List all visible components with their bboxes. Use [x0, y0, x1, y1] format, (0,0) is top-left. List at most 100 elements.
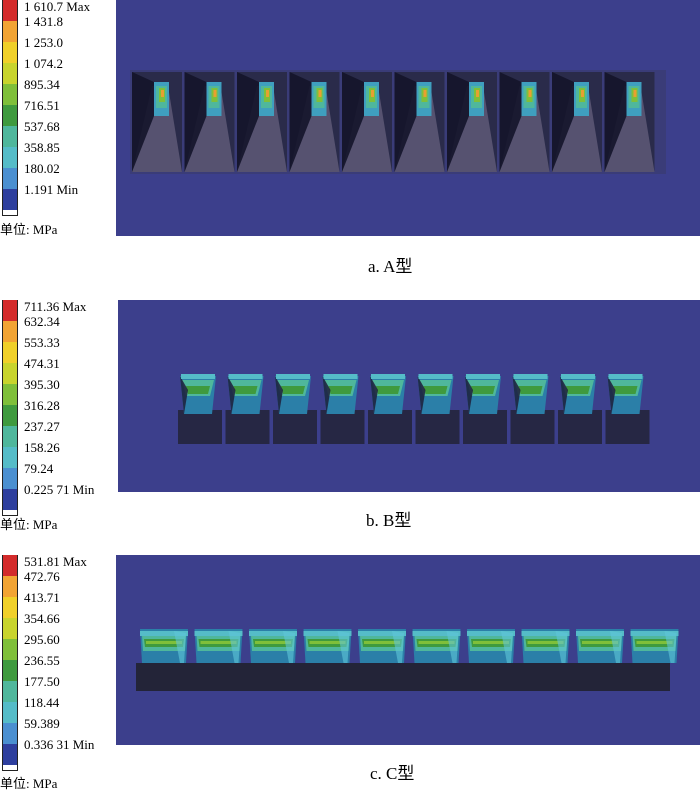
legend-label: 1 253.0 — [24, 35, 63, 50]
block-b — [178, 374, 222, 444]
stress-plot-a — [116, 0, 700, 236]
legend-label: 118.44 — [24, 695, 60, 710]
block-c — [521, 629, 570, 663]
block-b — [463, 374, 507, 444]
block-b — [605, 374, 650, 444]
legend-label: 59.389 — [24, 716, 60, 731]
legend-label: 531.81 Max — [24, 554, 87, 569]
legend-label: 1 431.8 — [24, 14, 63, 29]
legend-row: 895.34 — [0, 77, 118, 105]
block-b — [415, 374, 460, 444]
legend-row: 0.336 31 Min — [0, 737, 118, 765]
legend-row: 158.26 — [0, 440, 118, 468]
panel-c: 531.81 Max 472.76 413.71 354.66 295.60 2… — [0, 554, 700, 792]
legend-row: 59.389 — [0, 716, 118, 744]
block-c — [412, 629, 461, 663]
legend-row: 295.60 — [0, 632, 118, 660]
block-a — [394, 72, 445, 172]
legend-row: 237.27 — [0, 419, 118, 447]
legend-row: 711.36 Max — [0, 299, 118, 321]
legend-label: 1.191 Min — [24, 182, 79, 197]
legend-row: 1.191 Min — [0, 182, 118, 210]
legend-row: 531.81 Max — [0, 554, 118, 576]
block-c — [249, 629, 297, 663]
legend-row: 1 253.0 — [0, 35, 118, 63]
block-b — [368, 374, 412, 444]
legend-row: 118.44 — [0, 695, 118, 723]
legend-row — [0, 510, 118, 516]
block-a — [447, 72, 497, 172]
blocks-a — [130, 70, 666, 174]
block-c — [630, 629, 679, 663]
caption-a: a. A型 — [368, 257, 413, 276]
legend-row: 413.71 — [0, 590, 118, 618]
block-a — [184, 72, 235, 172]
legend-row: 474.31 — [0, 356, 118, 384]
legend-label: 180.02 — [24, 161, 60, 176]
legend-row: 1 074.2 — [0, 56, 118, 84]
legend-row: 358.85 — [0, 140, 118, 168]
legend-label: 295.60 — [24, 632, 60, 647]
block-a — [289, 72, 340, 172]
legend-row: 1 431.8 — [0, 14, 118, 42]
legend-label: 237.27 — [24, 419, 60, 434]
block-c — [467, 629, 515, 663]
legend-row: 537.68 — [0, 119, 118, 147]
legend-label: 537.68 — [24, 119, 60, 134]
block-c — [140, 629, 188, 663]
legend-label: 472.76 — [24, 569, 60, 584]
legend-row: 79.24 — [0, 461, 118, 489]
legend-label: 158.26 — [24, 440, 60, 455]
stress-plot-b — [118, 300, 700, 492]
legend-row: 177.50 — [0, 674, 118, 702]
stress-plot-c — [116, 555, 700, 745]
legend-label: 177.50 — [24, 674, 60, 689]
block-a — [499, 72, 550, 172]
legend-row: 180.02 — [0, 161, 118, 189]
legend-label: 395.30 — [24, 377, 60, 392]
legend-row: 316.28 — [0, 398, 118, 426]
block-a — [237, 72, 287, 172]
block-c — [358, 629, 406, 663]
legend-label: 711.36 Max — [24, 299, 87, 314]
legend-label: 895.34 — [24, 77, 60, 92]
blocks-b — [178, 374, 650, 444]
block-b — [320, 374, 365, 444]
blocks-c — [136, 629, 679, 691]
block-b — [225, 374, 270, 444]
block-a — [132, 72, 182, 172]
legend-label: 632.34 — [24, 314, 60, 329]
legend-row: 395.30 — [0, 377, 118, 405]
block-a — [342, 72, 392, 172]
legend-label: 236.55 — [24, 653, 60, 668]
legend-label: 316.28 — [24, 398, 60, 413]
block-a — [604, 72, 655, 172]
block-c — [303, 629, 352, 663]
legend-row: 632.34 — [0, 314, 118, 342]
block-c — [576, 629, 624, 663]
legend-label: 1 074.2 — [24, 56, 63, 71]
legend-row: 236.55 — [0, 653, 118, 681]
panel-a: 1 610.7 Max 1 431.8 1 253.0 1 074.2 895.… — [0, 0, 700, 276]
legend-label: 358.85 — [24, 140, 60, 155]
caption-c: c. C型 — [370, 764, 415, 783]
legend-label: 716.51 — [24, 98, 60, 113]
legend-label: 0.225 71 Min — [24, 482, 95, 497]
legend-row — [0, 210, 118, 216]
legend-row: 472.76 — [0, 569, 118, 597]
legend-label: 1 610.7 Max — [24, 0, 91, 14]
block-b — [273, 374, 317, 444]
block-a — [552, 72, 602, 172]
panel-b: 711.36 Max 632.34 553.33 474.31 395.30 3… — [0, 299, 700, 532]
block-b — [558, 374, 602, 444]
unit-label: 单位: MPa — [0, 222, 58, 237]
legend-label: 474.31 — [24, 356, 60, 371]
legend-row: 553.33 — [0, 335, 118, 363]
legend-label: 79.24 — [24, 461, 54, 476]
legend-row — [0, 765, 118, 771]
legend-label: 0.336 31 Min — [24, 737, 95, 752]
unit-label: 单位: MPa — [0, 776, 58, 791]
legend-row: 0.225 71 Min — [0, 482, 118, 510]
unit-label: 单位: MPa — [0, 517, 58, 532]
legend-label: 354.66 — [24, 611, 60, 626]
